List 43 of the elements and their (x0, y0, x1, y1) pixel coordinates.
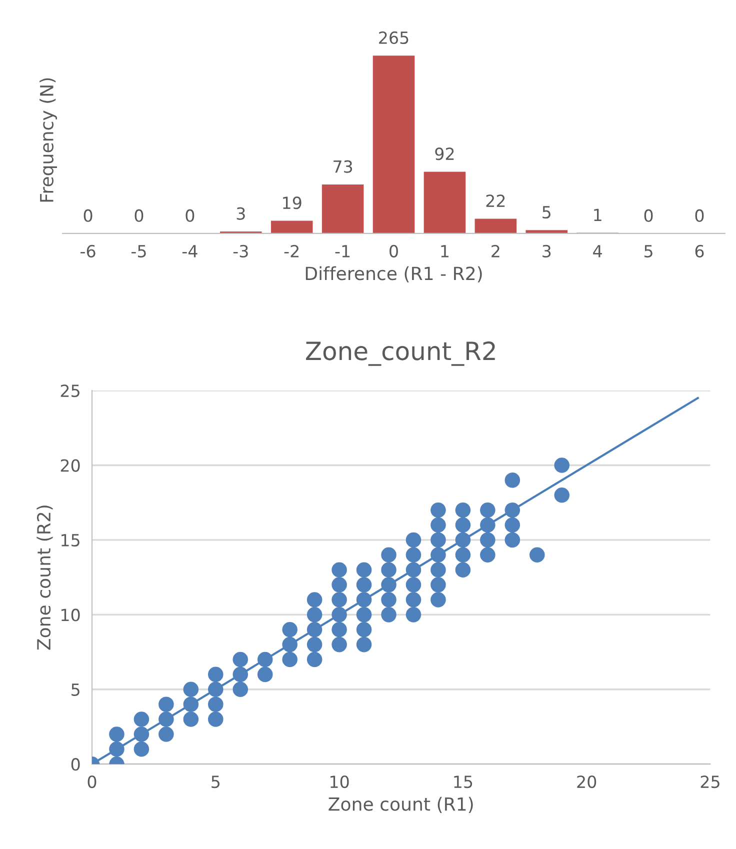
data-label: 22 (486, 194, 505, 207)
data-label: 0 (186, 209, 194, 222)
chart-title: Zone_count_R2 (306, 341, 495, 366)
x-tick-label: 4 (593, 245, 602, 258)
x-tick-label: -2 (284, 244, 298, 258)
data-label: 0 (644, 209, 653, 222)
data-label: 3 (236, 207, 245, 220)
x-tick-label: 5 (644, 245, 652, 258)
x-axis-title: Zone count (R1) (328, 796, 473, 813)
x-tick-label: 20 (577, 776, 596, 788)
x-tick-label: 15 (454, 776, 472, 788)
x-tick-label: -6 (80, 244, 96, 258)
x-tick-label: -5 (131, 245, 146, 258)
x-tick-label: 3 (542, 244, 551, 258)
data-label: 19 (283, 196, 302, 210)
x-axis-title: Difference (R1 - R2) (306, 266, 482, 282)
x-tick-label: 5 (212, 776, 220, 788)
x-tick-label: 1 (441, 245, 448, 258)
x-tick-label: 2 (492, 244, 500, 258)
data-label: 0 (134, 209, 144, 222)
data-label: 0 (84, 209, 92, 222)
x-tick-label: 6 (695, 244, 704, 258)
data-label: 265 (379, 31, 408, 44)
y-tick-label: 25 (60, 384, 80, 398)
data-label: 1 (594, 208, 602, 222)
x-tick-label: 0 (88, 776, 96, 788)
x-tick-label: 10 (330, 776, 349, 788)
y-axis-title: Zone count (R2) (36, 506, 53, 650)
y-tick-label: 5 (72, 684, 80, 696)
data-label: 5 (542, 206, 550, 219)
x-tick-label: 0 (390, 244, 398, 258)
data-label: 73 (334, 160, 352, 173)
x-tick-label: -4 (182, 245, 198, 258)
x-tick-label: -1 (335, 245, 350, 258)
x-tick-label: -3 (233, 244, 248, 258)
y-tick-label: 0 (71, 758, 80, 771)
x-tick-label: 25 (700, 776, 720, 788)
y-tick-label: 20 (60, 459, 80, 472)
y-axis-title: Frequency (N) (40, 78, 58, 202)
y-tick-label: 10 (62, 608, 80, 622)
data-label: 0 (695, 209, 704, 222)
data-label: 92 (435, 148, 454, 160)
y-tick-label: 15 (62, 534, 80, 547)
